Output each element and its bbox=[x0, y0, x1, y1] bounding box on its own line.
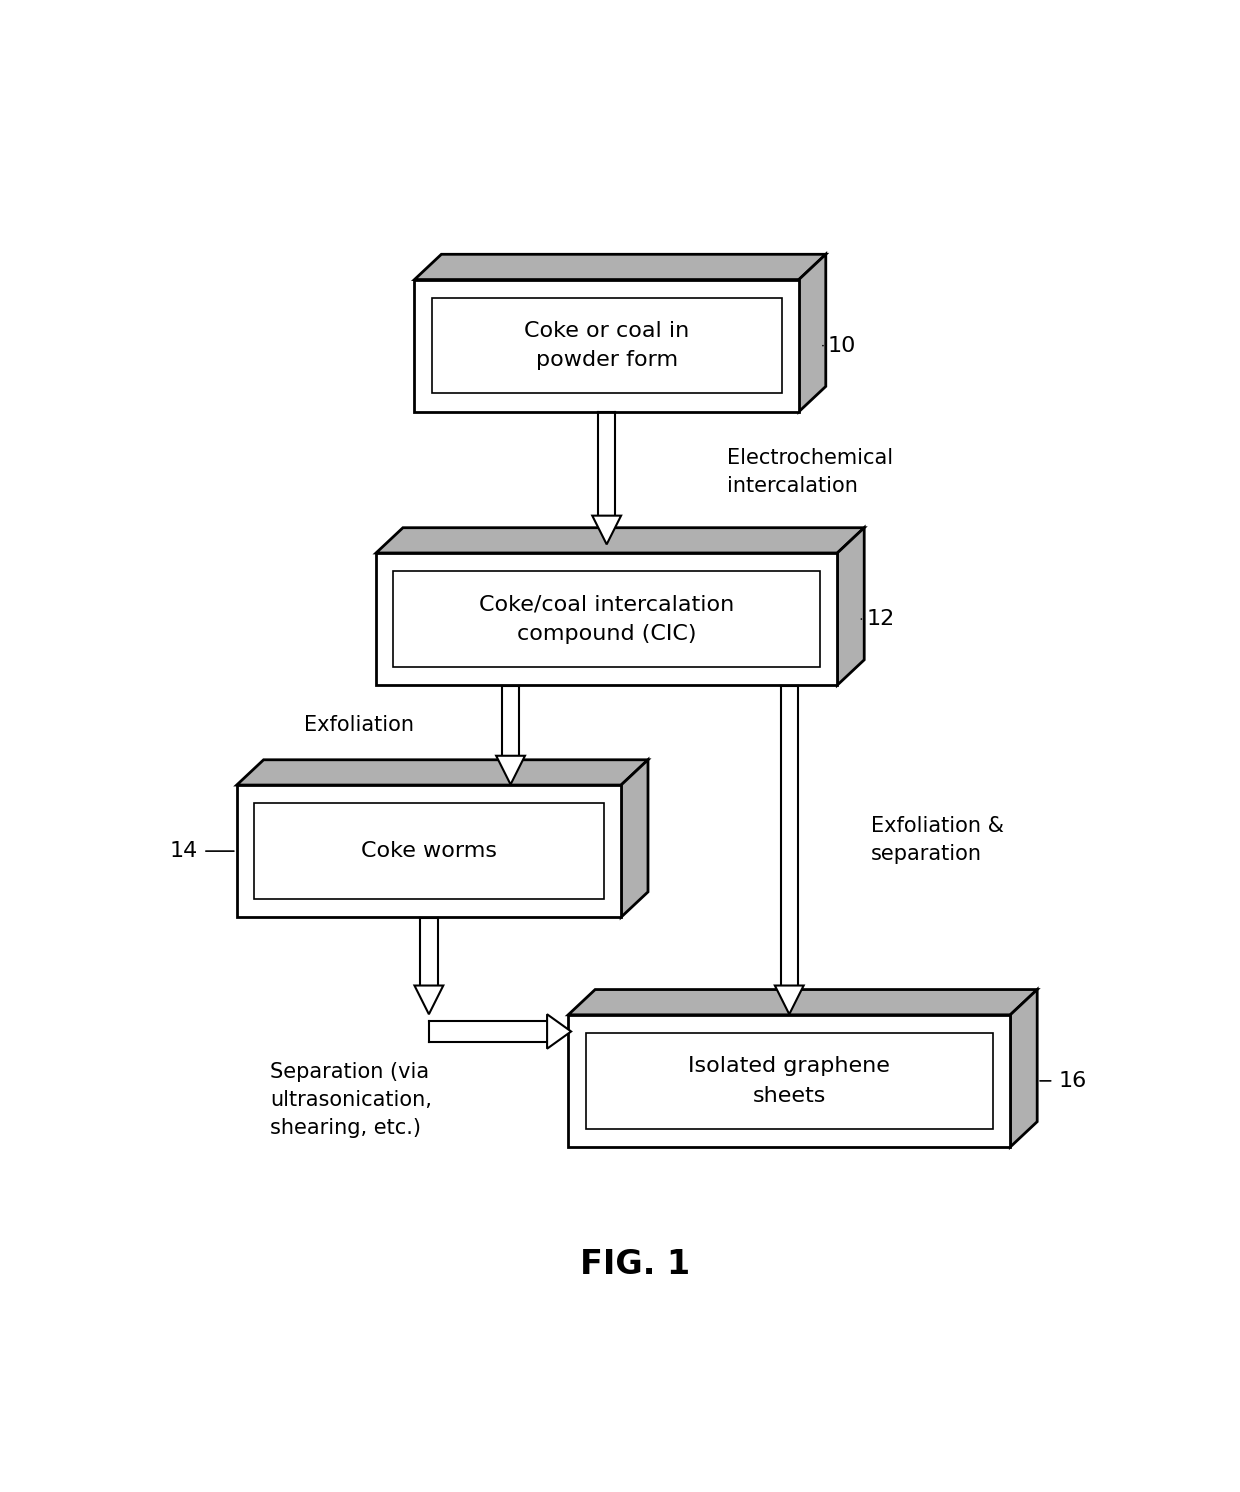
Text: 14: 14 bbox=[170, 841, 198, 861]
Text: Coke or coal in
powder form: Coke or coal in powder form bbox=[525, 321, 689, 370]
Text: Coke/coal intercalation
compound (CIC): Coke/coal intercalation compound (CIC) bbox=[479, 594, 734, 645]
Polygon shape bbox=[547, 1015, 572, 1049]
Polygon shape bbox=[593, 516, 621, 545]
Text: Isolated graphene
sheets: Isolated graphene sheets bbox=[688, 1056, 890, 1106]
Bar bbox=[237, 785, 621, 918]
Text: Exfoliation &
separation: Exfoliation & separation bbox=[870, 816, 1004, 864]
Text: FIG. 1: FIG. 1 bbox=[580, 1249, 691, 1282]
Bar bbox=[568, 1015, 1011, 1147]
Polygon shape bbox=[496, 756, 525, 785]
Polygon shape bbox=[1011, 989, 1037, 1147]
Text: Separation (via
ultrasonication,
shearing, etc.): Separation (via ultrasonication, shearin… bbox=[270, 1062, 433, 1138]
Text: Exfoliation: Exfoliation bbox=[304, 715, 414, 734]
Polygon shape bbox=[414, 254, 826, 279]
Text: 16: 16 bbox=[1059, 1071, 1087, 1091]
Polygon shape bbox=[621, 759, 649, 918]
Polygon shape bbox=[799, 254, 826, 412]
Bar bbox=[393, 571, 820, 667]
Polygon shape bbox=[376, 528, 864, 554]
Bar bbox=[414, 279, 799, 412]
Text: 10: 10 bbox=[828, 336, 857, 355]
Polygon shape bbox=[837, 528, 864, 685]
Polygon shape bbox=[414, 986, 444, 1015]
Polygon shape bbox=[775, 986, 804, 1015]
Text: 12: 12 bbox=[867, 609, 895, 630]
Bar bbox=[432, 298, 781, 394]
Bar bbox=[254, 803, 604, 898]
Text: Electrochemical
intercalation: Electrochemical intercalation bbox=[727, 448, 893, 495]
Bar bbox=[585, 1032, 993, 1128]
Polygon shape bbox=[237, 759, 649, 785]
Text: Coke worms: Coke worms bbox=[361, 841, 497, 861]
Bar bbox=[376, 554, 837, 685]
Polygon shape bbox=[568, 989, 1037, 1015]
